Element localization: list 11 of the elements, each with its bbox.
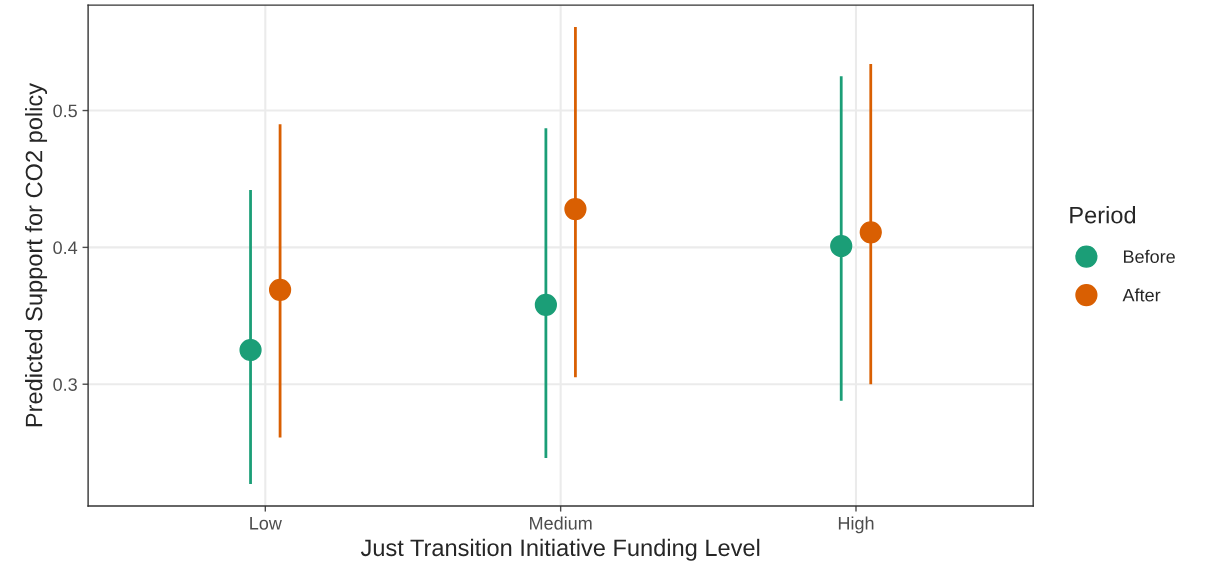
- legend-title: Period: [1070, 206, 1136, 224]
- y-axis-title: Predicted Support for CO2 policy: [25, 83, 48, 427]
- x-tick-label: Medium: [530, 516, 592, 530]
- x-tick-label: Low: [250, 517, 282, 530]
- legend-label: After: [1122, 288, 1161, 302]
- x-axis-title: Just Transition Initiative Funding Level: [360, 538, 760, 561]
- x-tick-label: High: [838, 516, 874, 534]
- y-tick-label: 0.3: [53, 378, 77, 391]
- legend-label: Before: [1123, 249, 1175, 264]
- y-tick-label: 0.4: [53, 241, 78, 255]
- y-tick-label: 0.5: [53, 104, 77, 118]
